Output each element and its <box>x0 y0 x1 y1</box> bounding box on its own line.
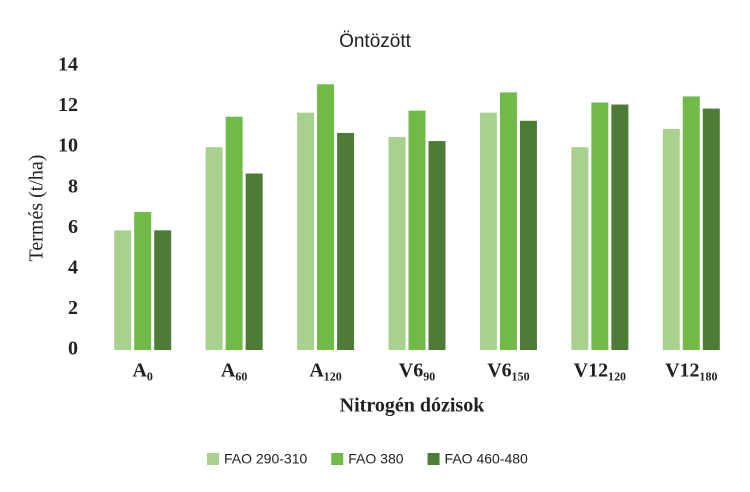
bar <box>245 173 263 350</box>
y-tick-label: 10 <box>58 135 78 157</box>
legend-swatch <box>427 453 440 465</box>
bar <box>519 120 537 351</box>
bar <box>499 92 517 350</box>
y-tick-label: 8 <box>68 175 78 197</box>
bar <box>134 212 152 350</box>
x-tick-label: A₁₂₀ <box>309 360 341 382</box>
y-tick-label: 4 <box>68 256 78 278</box>
legend-label: FAO 290-310 <box>224 451 307 467</box>
x-tick-label: V6₉₀ <box>399 360 435 382</box>
bar <box>408 110 426 350</box>
bar <box>388 137 406 350</box>
bar <box>225 116 243 350</box>
y-tick-label: 0 <box>68 338 78 360</box>
bar <box>682 96 700 350</box>
x-tick-label: V6₁₅₀ <box>487 360 529 382</box>
chart-title: Öntözött <box>339 31 412 52</box>
bar <box>571 147 589 350</box>
y-tick-label: 2 <box>68 297 78 319</box>
x-axis-label: Nitrogén dózisok <box>340 395 486 417</box>
x-tick-label: V12₁₈₀ <box>665 360 717 382</box>
bar <box>297 112 315 351</box>
legend-label: FAO 460-480 <box>445 451 528 467</box>
legend-label: FAO 380 <box>348 451 403 467</box>
y-axis-label: Termés (t/ha) <box>26 155 48 262</box>
x-tick-label: V12₁₂₀ <box>574 360 626 382</box>
legend-swatch <box>331 453 344 465</box>
y-tick-label: 12 <box>58 94 78 116</box>
legend-swatch <box>207 453 219 465</box>
bar <box>205 147 223 350</box>
y-tick-label: 6 <box>68 216 78 238</box>
bar <box>591 102 609 350</box>
y-tick-label: 14 <box>58 54 78 76</box>
bar <box>611 104 629 351</box>
bar <box>702 108 720 350</box>
bar <box>154 230 172 350</box>
x-tick-label: A₆₀ <box>221 360 247 382</box>
bar <box>479 112 497 351</box>
bar <box>662 128 680 350</box>
bar <box>114 230 132 350</box>
x-tick-label: A₀ <box>132 360 152 382</box>
bar <box>337 132 355 350</box>
bar <box>428 141 446 350</box>
bar <box>317 84 335 350</box>
